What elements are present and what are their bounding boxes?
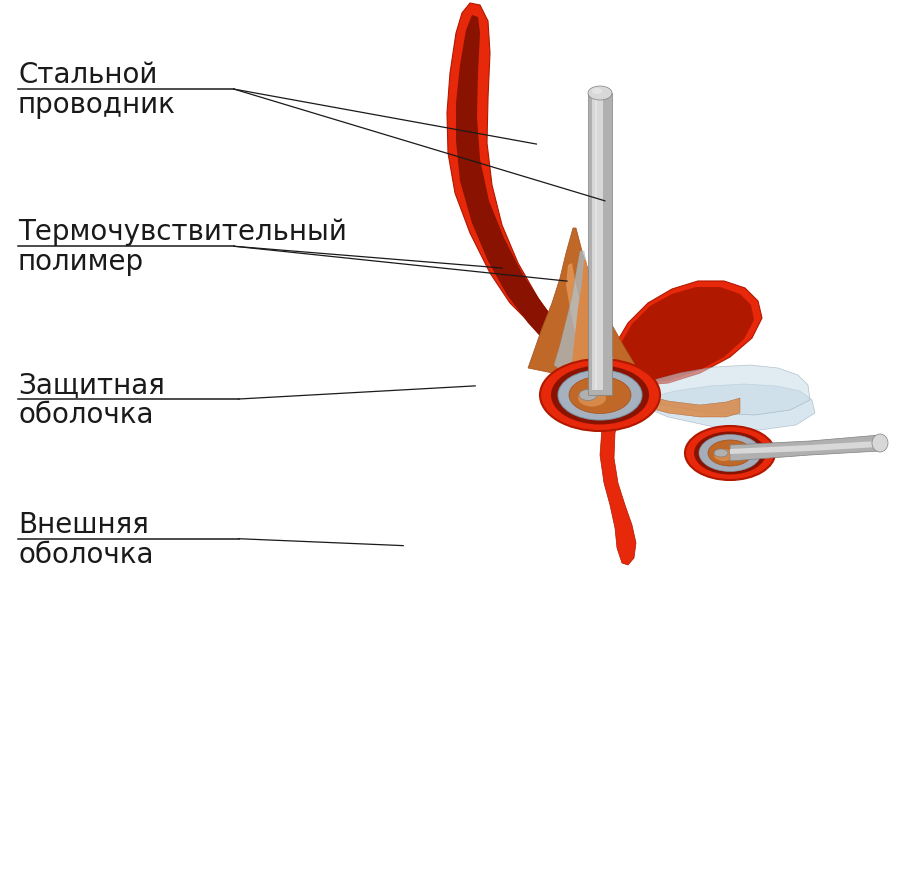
Polygon shape: [566, 263, 608, 389]
Text: Стальной: Стальной: [18, 61, 158, 89]
Ellipse shape: [694, 431, 766, 475]
Polygon shape: [632, 365, 810, 415]
Polygon shape: [588, 93, 612, 395]
Polygon shape: [447, 3, 590, 373]
Polygon shape: [618, 383, 740, 417]
Text: полимер: полимер: [18, 248, 144, 276]
Text: Термочувствительный: Термочувствительный: [18, 218, 346, 246]
Text: Защитная: Защитная: [18, 371, 165, 399]
Ellipse shape: [699, 435, 761, 471]
Text: оболочка: оболочка: [18, 540, 154, 568]
Polygon shape: [600, 383, 636, 565]
Ellipse shape: [708, 440, 752, 466]
Polygon shape: [595, 98, 603, 390]
Ellipse shape: [540, 359, 660, 431]
Polygon shape: [608, 281, 762, 385]
Polygon shape: [528, 228, 638, 393]
Ellipse shape: [592, 88, 602, 94]
Ellipse shape: [714, 449, 728, 457]
Polygon shape: [730, 435, 880, 461]
Polygon shape: [614, 287, 754, 383]
Ellipse shape: [588, 86, 612, 100]
Polygon shape: [730, 441, 878, 454]
Ellipse shape: [569, 376, 631, 414]
Ellipse shape: [714, 449, 734, 461]
Ellipse shape: [578, 389, 606, 407]
Ellipse shape: [579, 389, 597, 401]
Ellipse shape: [558, 370, 642, 420]
Ellipse shape: [685, 426, 775, 480]
Text: проводник: проводник: [18, 91, 176, 119]
Polygon shape: [554, 251, 620, 388]
Polygon shape: [635, 384, 815, 430]
Polygon shape: [456, 15, 587, 375]
Ellipse shape: [551, 366, 649, 424]
Polygon shape: [572, 260, 604, 388]
Text: Внешняя: Внешняя: [18, 511, 149, 539]
Ellipse shape: [872, 434, 888, 452]
Polygon shape: [592, 98, 597, 390]
Text: оболочка: оболочка: [18, 401, 154, 429]
